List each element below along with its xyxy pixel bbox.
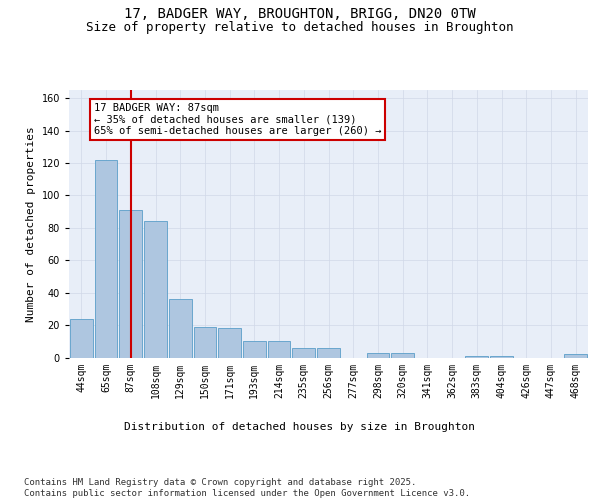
Bar — [564, 354, 587, 358]
Bar — [144, 222, 167, 358]
Bar — [367, 352, 389, 358]
Bar — [292, 348, 315, 358]
Bar — [119, 210, 142, 358]
Bar — [268, 342, 290, 357]
Text: 17, BADGER WAY, BROUGHTON, BRIGG, DN20 0TW: 17, BADGER WAY, BROUGHTON, BRIGG, DN20 0… — [124, 8, 476, 22]
Bar — [490, 356, 513, 358]
Bar — [218, 328, 241, 358]
Y-axis label: Number of detached properties: Number of detached properties — [26, 126, 36, 322]
Text: 17 BADGER WAY: 87sqm
← 35% of detached houses are smaller (139)
65% of semi-deta: 17 BADGER WAY: 87sqm ← 35% of detached h… — [94, 103, 381, 136]
Bar — [194, 326, 216, 358]
Text: Distribution of detached houses by size in Broughton: Distribution of detached houses by size … — [125, 422, 476, 432]
Bar — [70, 318, 93, 358]
Text: Size of property relative to detached houses in Broughton: Size of property relative to detached ho… — [86, 21, 514, 34]
Bar — [243, 342, 266, 357]
Bar — [95, 160, 118, 358]
Bar — [317, 348, 340, 358]
Text: Contains HM Land Registry data © Crown copyright and database right 2025.
Contai: Contains HM Land Registry data © Crown c… — [24, 478, 470, 498]
Bar — [466, 356, 488, 358]
Bar — [169, 299, 191, 358]
Bar — [391, 352, 414, 358]
